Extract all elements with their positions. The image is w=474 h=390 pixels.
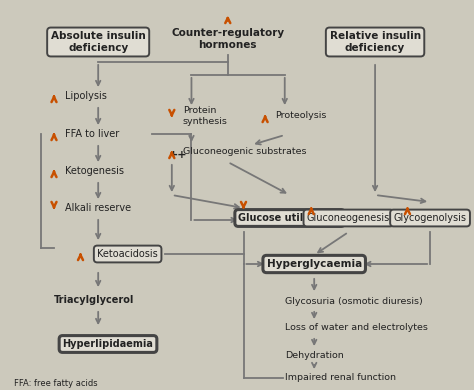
Text: Protein
synthesis: Protein synthesis — [182, 106, 228, 126]
Text: Gluconeogenic substrates: Gluconeogenic substrates — [182, 147, 306, 156]
Text: ++: ++ — [169, 150, 187, 160]
Text: Ketoacidosis: Ketoacidosis — [97, 249, 158, 259]
Text: hormones: hormones — [199, 40, 257, 50]
Text: Counter-regulatory: Counter-regulatory — [171, 28, 284, 38]
Text: Relative insulin
deficiency: Relative insulin deficiency — [329, 31, 420, 53]
Text: Lipolysis: Lipolysis — [65, 91, 107, 101]
Text: Dehydration: Dehydration — [285, 351, 344, 360]
Text: Glycosuria (osmotic diuresis): Glycosuria (osmotic diuresis) — [285, 296, 422, 305]
Text: Gluconeogenesis: Gluconeogenesis — [307, 213, 390, 223]
Text: Triacylglycerol: Triacylglycerol — [54, 295, 134, 305]
Text: Ketogenesis: Ketogenesis — [65, 166, 124, 176]
Text: Absolute insulin
deficiency: Absolute insulin deficiency — [51, 31, 146, 53]
Text: Proteolysis: Proteolysis — [275, 112, 326, 121]
Text: Hyperlipidaemia: Hyperlipidaemia — [63, 339, 154, 349]
Text: FFA: free fatty acids: FFA: free fatty acids — [14, 379, 97, 388]
Text: FFA to liver: FFA to liver — [65, 129, 119, 139]
Text: Alkali reserve: Alkali reserve — [65, 203, 131, 213]
Text: Glycogenolysis: Glycogenolysis — [393, 213, 466, 223]
Text: Glucose utilisation: Glucose utilisation — [238, 213, 341, 223]
Text: Hyperglycaemia: Hyperglycaemia — [266, 259, 362, 269]
Text: Impaired renal function: Impaired renal function — [285, 374, 396, 383]
Text: Loss of water and electrolytes: Loss of water and electrolytes — [285, 323, 428, 333]
